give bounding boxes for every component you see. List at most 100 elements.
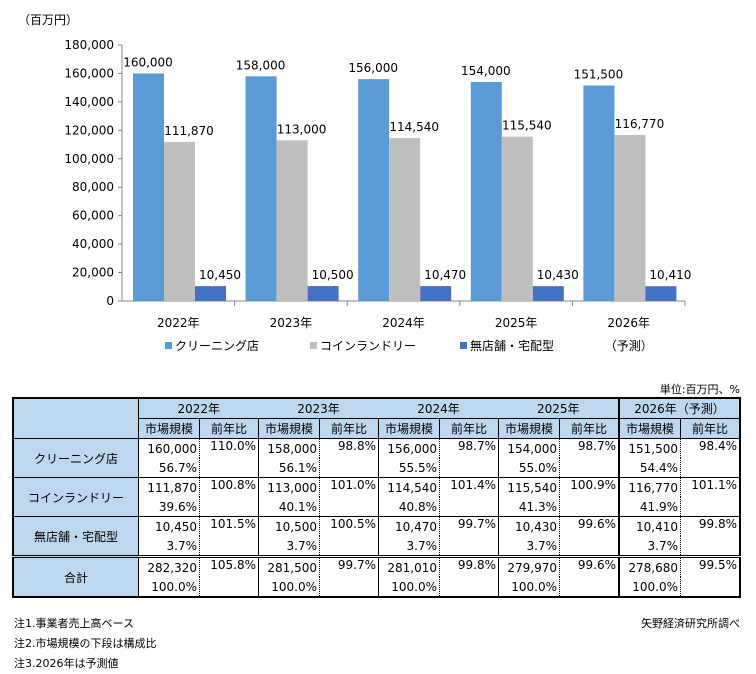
market-size-value: 10,470 [378, 516, 440, 536]
share-value: 40.8% [378, 497, 440, 517]
data-label: 10,430 [537, 268, 579, 282]
yoy-value: 98.7% [439, 438, 499, 478]
yoy-value: 100.9% [559, 477, 620, 517]
yoy-value: 110.0% [199, 438, 259, 478]
data-label: 114,540 [389, 120, 439, 134]
yoy-value: 99.7% [319, 555, 379, 597]
market-size-value: 281,500 [258, 555, 320, 577]
table-row: 100.0% 100.0% 100.0% 100.0% 100.0% [13, 577, 740, 597]
market-size-value: 10,450 [138, 516, 200, 536]
table-row: クリーニング店 160,000 110.0% 158,000 98.8% 156,000 9… [12, 438, 741, 478]
row-label: 合計 [12, 555, 139, 598]
note-1: 注1.事業者売上高ベース [14, 617, 134, 630]
market-size-value: 156,000 [378, 438, 440, 458]
data-label: 156,000 [348, 61, 398, 75]
share-value: 3.7% [378, 536, 440, 557]
data-label: 111,870 [164, 124, 214, 138]
table-row: 3.7% 3.7% 3.7% 3.7% 3.7% [13, 536, 740, 557]
yoy-value: 99.8% [439, 555, 499, 597]
data-label: 154,000 [461, 64, 511, 78]
y-tick-label: 20,000 [72, 266, 114, 280]
bar [532, 286, 564, 301]
data-label: 160,000 [123, 55, 173, 69]
bar [501, 136, 533, 301]
data-label: 10,500 [312, 268, 354, 282]
corner-cell [12, 397, 139, 439]
bar-chart: （百万円） 0 20,000 40,000 60,000 80,000 100,000 120… [18, 13, 691, 353]
bar [358, 79, 390, 301]
market-size-value: 154,000 [498, 438, 560, 458]
table-row: 合計 282,320 105.8% 281,500 99.7% 281,010 99.8% 2… [12, 555, 741, 598]
market-size-value: 116,770 [618, 477, 681, 497]
share-value: 100.0% [378, 577, 440, 597]
share-value: 56.7% [138, 458, 200, 478]
year-header: 2022年 [138, 397, 259, 419]
share-value: 54.4% [618, 458, 681, 478]
year-header: 2023年 [258, 397, 379, 419]
market-size-value: 115,540 [498, 477, 560, 497]
share-value: 55.0% [498, 458, 560, 478]
table-row: コインランドリー 111,870 100.8% 113,000 101.0% 114,54… [12, 477, 741, 517]
data-label: 115,540 [502, 119, 552, 133]
y-tick-label: 100,000 [64, 152, 114, 166]
bar [307, 286, 339, 301]
market-size-header: 市場規模 [258, 418, 320, 439]
yoy-value: 99.6% [559, 555, 620, 597]
row-label: コインランドリー [12, 477, 139, 517]
year-header: 2024年 [378, 397, 499, 419]
y-tick-label: 60,000 [72, 209, 114, 223]
data-label: 158,000 [236, 58, 286, 72]
yoy-header: 前年比 [319, 418, 379, 439]
market-size-value: 10,500 [258, 516, 320, 536]
header-row: 2022年 2023年 2024年 2025年 2026年（予測） [12, 397, 740, 439]
yoy-header: 前年比 [439, 418, 499, 439]
y-tick-label: 0 [106, 294, 114, 308]
bar [389, 138, 421, 301]
table-row: 無店舗・宅配型 10,450 101.5% 10,500 100.5% 10,470 99.… [12, 516, 741, 557]
row-label: 無店舗・宅配型 [12, 516, 139, 557]
bar [245, 76, 277, 302]
note-3: 注3.2026年は予測値 [14, 657, 119, 670]
bar [164, 141, 195, 301]
x-tick-label: 2026年 [607, 316, 650, 330]
data-label: 151,500 [574, 68, 624, 82]
share-value: 39.6% [138, 497, 200, 517]
share-value: 40.1% [258, 497, 320, 517]
legend-swatch [310, 342, 317, 349]
yoy-value: 101.0% [319, 477, 379, 517]
bar [583, 85, 615, 302]
market-table: 2022年 2023年 2024年 2025年 2026年（予測） 市場規模 前年比 市場規模… [12, 397, 741, 598]
share-value: 3.7% [498, 536, 560, 557]
share-value: 3.7% [258, 536, 320, 557]
yoy-value: 101.5% [199, 516, 259, 557]
market-size-value: 281,010 [378, 555, 440, 577]
data-label: 10,450 [199, 268, 241, 282]
y-tick-label: 140,000 [64, 95, 114, 109]
bar [276, 140, 308, 301]
market-size-value: 111,870 [138, 477, 200, 497]
market-size-value: 151,500 [618, 438, 681, 458]
share-value: 100.0% [258, 577, 320, 597]
market-size-value: 279,970 [498, 555, 560, 577]
market-size-value: 278,680 [618, 555, 681, 577]
market-size-header: 市場規模 [378, 418, 440, 439]
yoy-header: 前年比 [199, 418, 259, 439]
share-value: 55.5% [378, 458, 440, 478]
y-tick-label: 40,000 [72, 237, 114, 251]
row-label: クリーニング店 [12, 438, 139, 478]
y-tick-label: 120,000 [64, 123, 114, 137]
market-size-value: 160,000 [138, 438, 200, 458]
yoy-value: 98.4% [680, 438, 741, 478]
year-header: 2025年 [498, 397, 619, 419]
legend-label: コインランドリー [320, 339, 416, 353]
share-value: 100.0% [618, 577, 681, 597]
y-tick-label: 160,000 [64, 66, 114, 80]
data-label: 116,770 [615, 117, 665, 131]
share-value: 56.1% [258, 458, 320, 478]
share-value: 3.7% [138, 536, 200, 557]
y-tick-label: 80,000 [72, 180, 114, 194]
x-tick-sublabel: （予測） [605, 339, 653, 353]
yoy-value: 99.5% [680, 555, 741, 597]
yoy-value: 99.8% [680, 516, 741, 557]
